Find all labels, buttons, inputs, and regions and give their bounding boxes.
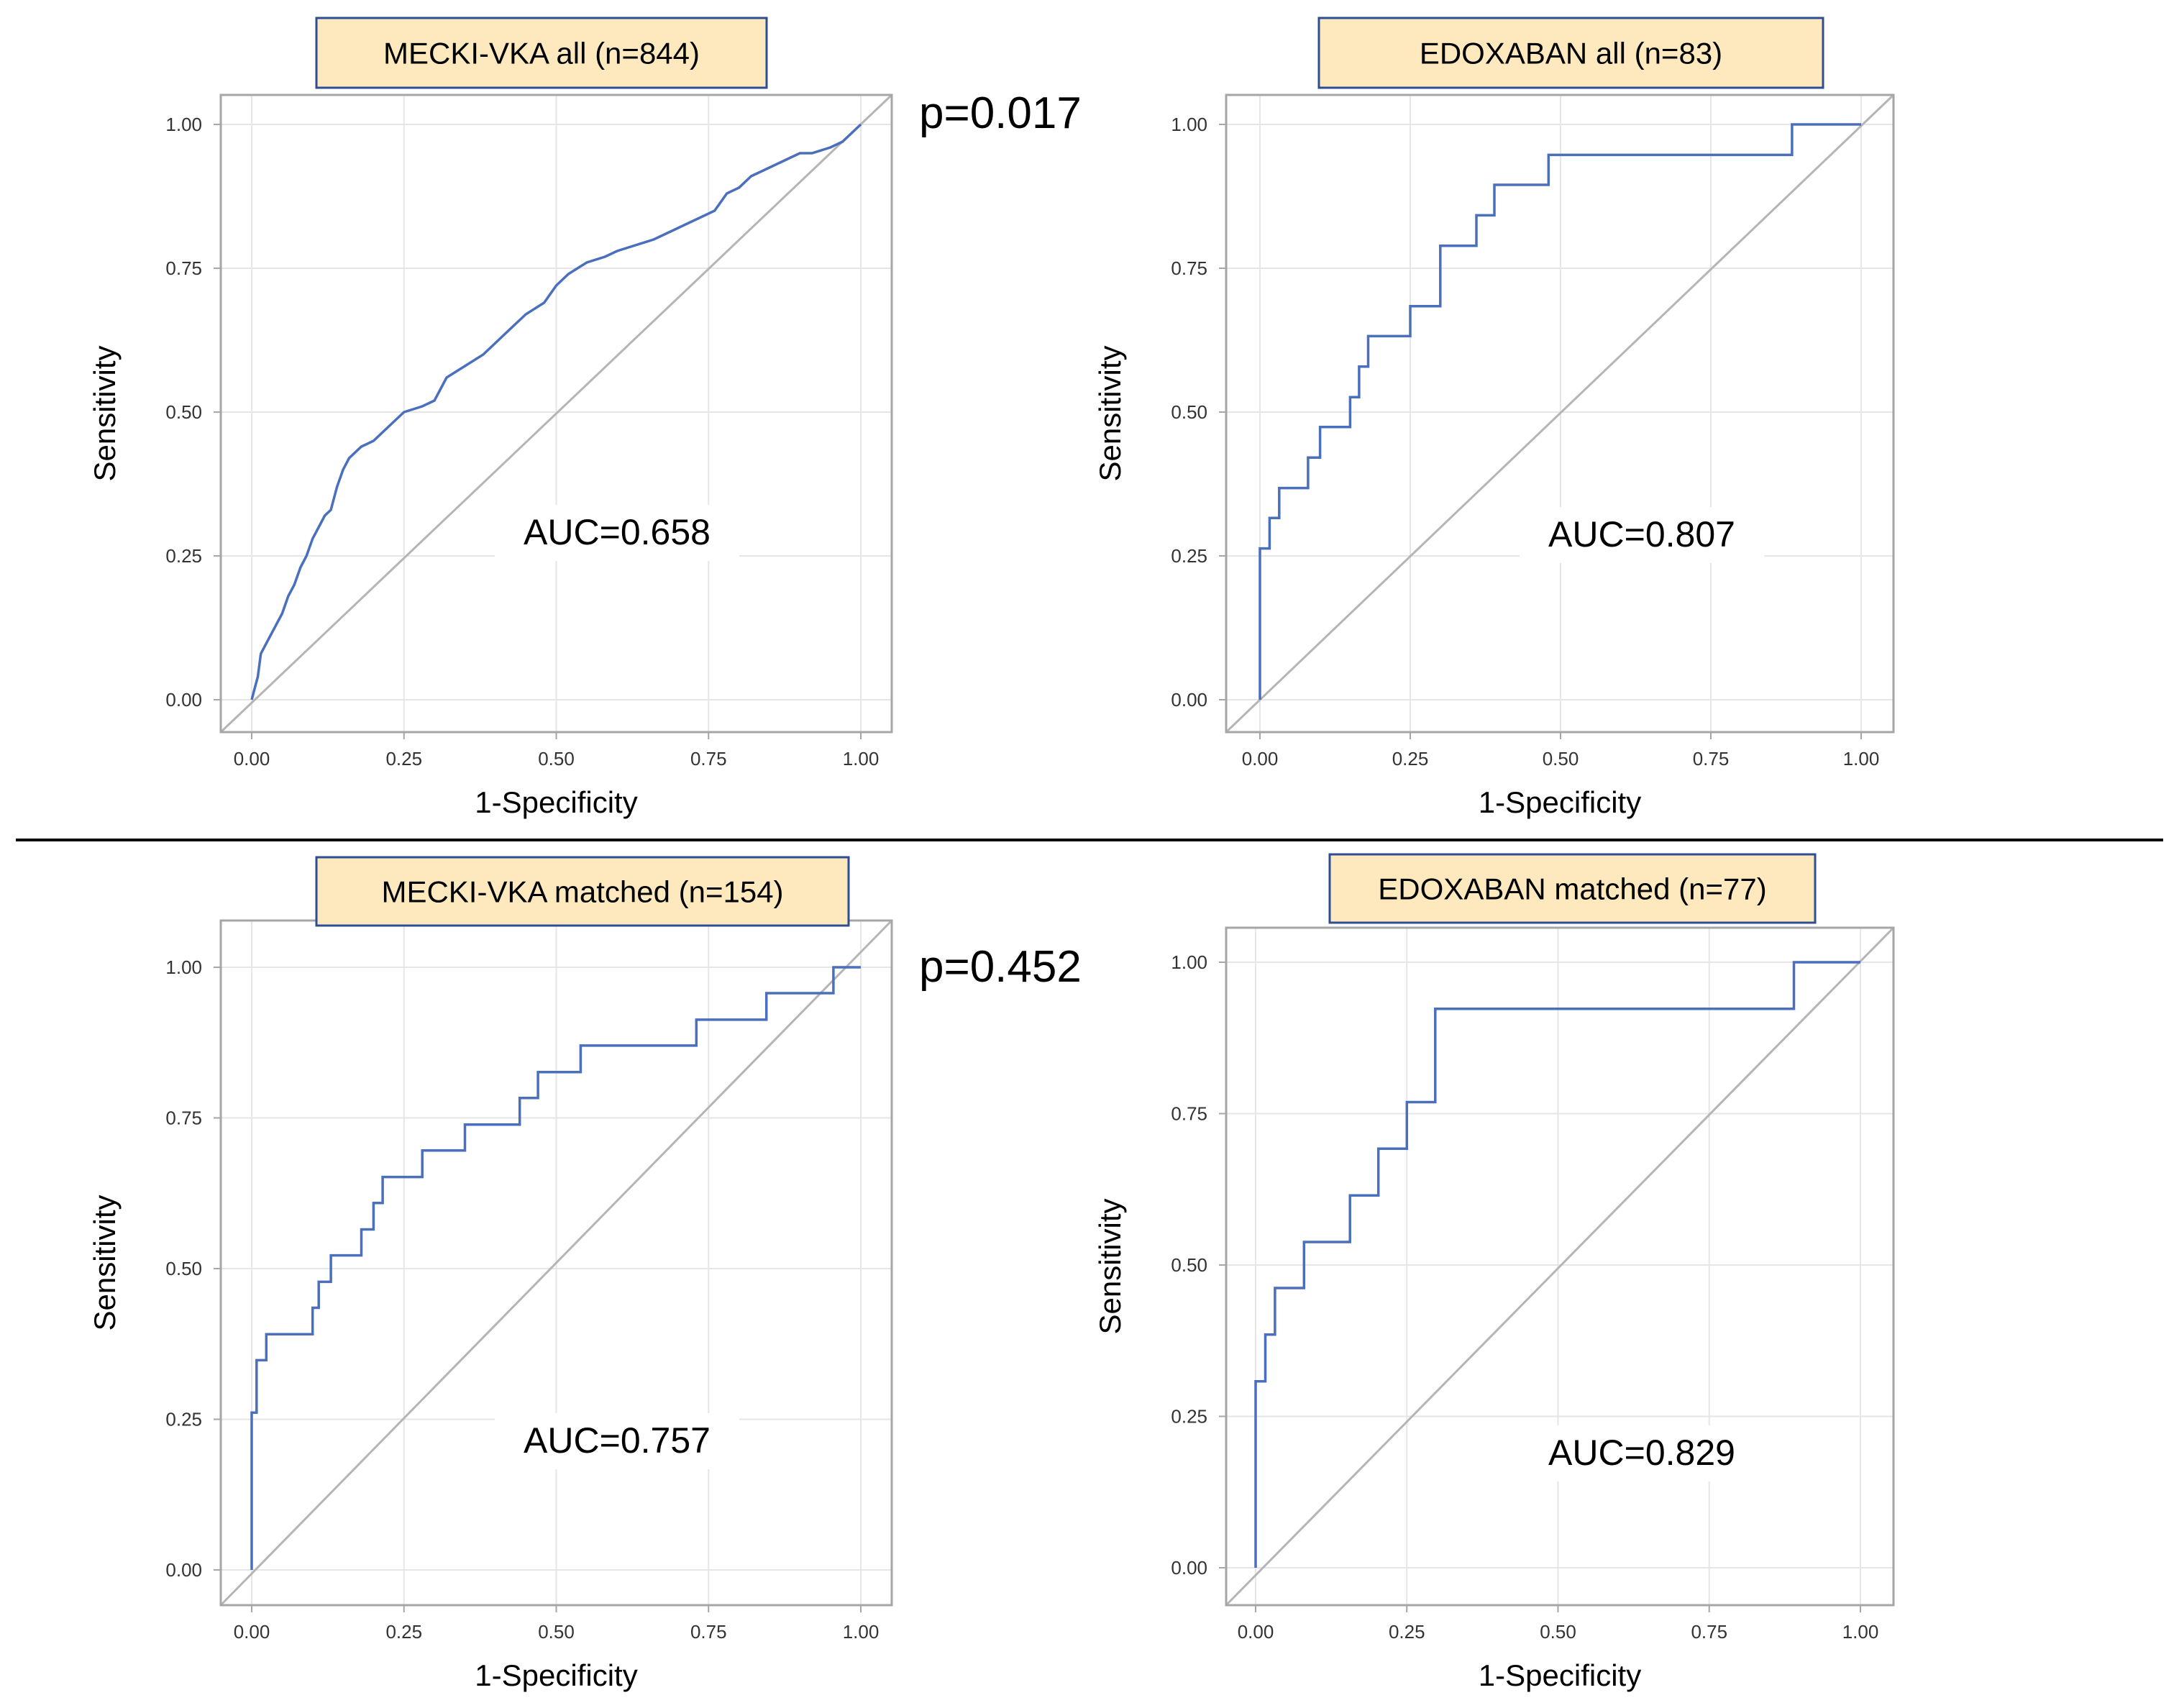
- y-tick-label: 0.75: [1171, 257, 1207, 279]
- auc-label: AUC=0.658: [524, 512, 711, 552]
- y-tick-label: 0.00: [1171, 1557, 1207, 1579]
- y-tick-label: 0.00: [1171, 689, 1207, 711]
- x-tick-label: 0.50: [538, 748, 575, 769]
- p-value-bottom: p=0.452: [919, 942, 1082, 992]
- auc-label-box: [1520, 507, 1764, 563]
- y-tick-label: 0.50: [165, 1258, 202, 1279]
- y-tick-label: 0.25: [1171, 545, 1207, 567]
- chart-title-box: [315, 17, 768, 89]
- roc-curve: [250, 966, 861, 1570]
- chart-title: EDOXABAN matched (n=77): [1378, 872, 1766, 906]
- roc-chart-3: AUC=0.757 0.00 0.00 0.25 0.25 0.50 0.50 0.75 0.7…: [88, 856, 893, 1692]
- reference-diagonal: [1225, 926, 1895, 1607]
- y-tick-label: 0.50: [165, 401, 202, 423]
- x-tick-label: 0.00: [1238, 1621, 1274, 1643]
- roc-chart-4: AUC=0.829 0.00 0.00 0.25 0.25 0.50 0.50 0.75 0.7…: [1093, 853, 1895, 1692]
- auc-label-box: [1520, 1425, 1764, 1481]
- x-tick-label: 0.75: [1693, 748, 1730, 769]
- y-tick-label: 0.25: [165, 545, 202, 567]
- y-tick-label: 0.25: [1171, 1406, 1207, 1428]
- chart-title-box: [315, 856, 850, 927]
- plot-frame: [1225, 926, 1895, 1607]
- p-value-top: p=0.017: [919, 88, 1082, 138]
- x-tick-label: 0.50: [538, 1621, 575, 1643]
- roc-curve: [1258, 123, 1861, 700]
- x-tick-label: 0.00: [1242, 748, 1279, 769]
- y-tick-label: 0.25: [165, 1409, 202, 1430]
- roc-curve: [250, 123, 862, 700]
- auc-label: AUC=0.807: [1548, 514, 1735, 554]
- x-axis-label: 1-Specificity: [1479, 1658, 1641, 1692]
- reference-diagonal: [1225, 93, 1895, 734]
- x-tick-label: 0.00: [234, 1621, 270, 1643]
- x-tick-label: 0.25: [385, 1621, 422, 1643]
- auc-label: AUC=0.757: [524, 1420, 711, 1461]
- x-tick-label: 0.25: [1389, 1621, 1425, 1643]
- y-tick-label: 0.00: [165, 689, 202, 711]
- x-tick-label: 0.50: [1543, 748, 1579, 769]
- x-axis-label: 1-Specificity: [1479, 785, 1641, 819]
- y-tick-label: 1.00: [165, 956, 202, 978]
- y-tick-label: 0.50: [1171, 401, 1207, 423]
- reference-diagonal: [219, 919, 893, 1607]
- x-tick-label: 0.25: [385, 748, 422, 769]
- roc-curve: [1254, 961, 1860, 1568]
- x-tick-label: 0.25: [1392, 748, 1429, 769]
- y-tick-label: 1.00: [1171, 951, 1207, 973]
- x-axis-label: 1-Specificity: [475, 785, 637, 819]
- y-axis-label: Sensitivity: [1093, 345, 1127, 481]
- x-tick-label: 0.75: [1691, 1621, 1727, 1643]
- auc-label-box: [495, 505, 739, 561]
- y-tick-label: 0.75: [165, 1108, 202, 1129]
- reference-diagonal: [219, 93, 893, 734]
- chart-title: MECKI-VKA matched (n=154): [381, 875, 783, 909]
- chart-title: EDOXABAN all (n=83): [1420, 37, 1722, 70]
- roc-chart-1: AUC=0.658 0.00 0.00 0.25 0.25 0.50 0.50 0.75 0.7…: [88, 17, 893, 819]
- x-tick-label: 1.00: [1842, 1621, 1879, 1643]
- y-tick-label: 0.75: [1171, 1103, 1207, 1125]
- chart-title-box: [1317, 17, 1824, 89]
- y-tick-label: 0.75: [165, 257, 202, 279]
- y-axis-label: Sensitivity: [88, 345, 122, 481]
- x-tick-label: 0.50: [1540, 1621, 1576, 1643]
- x-tick-label: 1.00: [1843, 748, 1880, 769]
- chart-title-box: [1328, 853, 1817, 924]
- roc-chart-2: AUC=0.807 0.00 0.00 0.25 0.25 0.50 0.50 0.75 0.7…: [1093, 17, 1895, 819]
- y-tick-label: 0.00: [165, 1559, 202, 1581]
- y-axis-label: Sensitivity: [1093, 1198, 1127, 1334]
- y-tick-label: 1.00: [165, 114, 202, 135]
- x-tick-label: 0.75: [690, 748, 727, 769]
- x-tick-label: 1.00: [843, 748, 880, 769]
- chart-title: MECKI-VKA all (n=844): [383, 37, 700, 70]
- x-tick-label: 1.00: [843, 1621, 880, 1643]
- x-tick-label: 0.00: [234, 748, 270, 769]
- y-axis-label: Sensitivity: [88, 1195, 122, 1330]
- auc-label: AUC=0.829: [1548, 1433, 1735, 1473]
- auc-label-box: [495, 1413, 739, 1469]
- y-tick-label: 0.50: [1171, 1254, 1207, 1276]
- x-axis-label: 1-Specificity: [475, 1658, 637, 1692]
- x-tick-label: 0.75: [690, 1621, 727, 1643]
- y-tick-label: 1.00: [1171, 114, 1207, 135]
